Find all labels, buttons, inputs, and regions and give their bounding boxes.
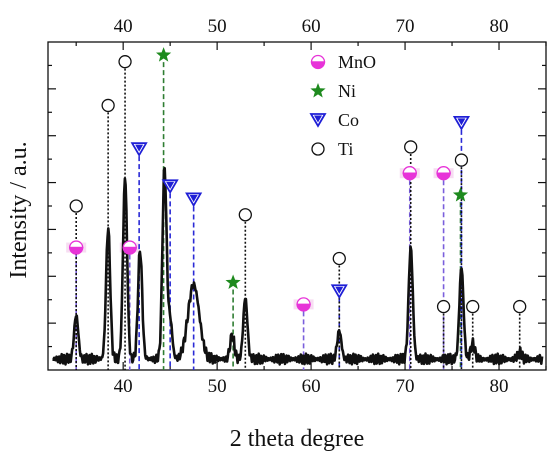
marker-mno (436, 166, 451, 181)
legend-label-ti: Ti (338, 139, 353, 159)
marker-circle (311, 142, 325, 156)
marker-co (161, 179, 179, 195)
marker-co (330, 284, 348, 300)
axis-ticks (48, 42, 547, 370)
marker-ni (225, 274, 241, 289)
x-axis-label: 2 theta degree (230, 426, 365, 452)
marker-triangle-fill (457, 118, 466, 126)
marker-ni (452, 187, 469, 202)
marker-top-half (296, 297, 311, 306)
x-tick-label-bottom: 80 (490, 376, 509, 397)
legend-label-mno: MnO (338, 52, 376, 72)
marker-top-half (436, 166, 451, 174)
marker-circle (101, 98, 115, 113)
marker-ti (238, 208, 252, 222)
marker-bottom-half (69, 246, 84, 255)
legend-label-ni: Ni (338, 81, 356, 101)
legend: MnO Ni Co Ti (309, 52, 376, 159)
legend-marker-ti (311, 142, 325, 156)
x-tick-label-bottom: 60 (302, 376, 321, 397)
marker-mno (122, 240, 137, 255)
marker-ti (513, 299, 527, 314)
marker-ti (436, 299, 451, 314)
marker-ti (101, 98, 115, 113)
y-axis-label: Intensity / a.u. (6, 141, 32, 278)
phase-markers (69, 47, 527, 314)
marker-circle (332, 251, 346, 266)
marker-triangle-fill (314, 115, 322, 123)
marker-ni (156, 47, 172, 62)
marker-bottom-half (310, 61, 326, 70)
marker-ti (404, 140, 418, 154)
marker-star (156, 47, 172, 62)
marker-bottom-half (122, 246, 137, 255)
marker-star (225, 274, 241, 289)
marker-co (452, 116, 471, 131)
x-tick-label-top: 60 (302, 16, 321, 37)
legend-marker-co (309, 113, 327, 128)
legend-label-co: Co (338, 110, 359, 130)
tick-labels: 40 40 50 50 60 60 70 70 80 80 (114, 16, 509, 397)
marker-circle (69, 199, 83, 213)
marker-mno (69, 240, 84, 255)
marker-bottom-half (436, 172, 451, 181)
marker-mno (296, 297, 311, 312)
marker-co (185, 192, 203, 208)
marker-circle (436, 299, 451, 314)
marker-top-half (310, 54, 326, 63)
marker-bottom-half (402, 172, 417, 181)
marker-star (452, 187, 469, 202)
marker-circle (238, 208, 252, 222)
marker-ti (466, 299, 480, 314)
phase-lines (66, 62, 521, 370)
x-tick-label-top: 70 (396, 16, 415, 37)
x-tick-label-bottom: 70 (396, 376, 415, 397)
diffraction-line (52, 166, 544, 366)
marker-top-half (69, 240, 84, 249)
marker-circle (466, 299, 480, 314)
x-tick-label-top: 50 (208, 16, 227, 37)
marker-ti (454, 153, 469, 167)
x-tick-label-bottom: 50 (208, 376, 227, 397)
legend-marker-mno (310, 54, 326, 70)
x-tick-label-top: 80 (490, 16, 509, 37)
marker-circle (404, 140, 418, 154)
data-curve (52, 166, 544, 366)
marker-mno (402, 166, 417, 181)
marker-top-half (402, 166, 417, 174)
marker-ti (332, 251, 346, 266)
x-tick-label-bottom: 40 (114, 376, 133, 397)
x-tick-label-top: 40 (114, 16, 133, 37)
marker-star (310, 83, 326, 98)
legend-marker-ni (310, 83, 326, 98)
marker-bottom-half (296, 303, 311, 312)
marker-triangle-fill (189, 194, 198, 202)
marker-ti (69, 199, 83, 213)
marker-ti (118, 55, 132, 69)
marker-circle (454, 153, 469, 167)
marker-triangle-fill (135, 144, 144, 152)
marker-circle (513, 299, 527, 314)
marker-co (130, 142, 148, 157)
marker-circle (118, 55, 132, 69)
marker-triangle-fill (335, 286, 344, 294)
marker-triangle-fill (166, 181, 175, 189)
